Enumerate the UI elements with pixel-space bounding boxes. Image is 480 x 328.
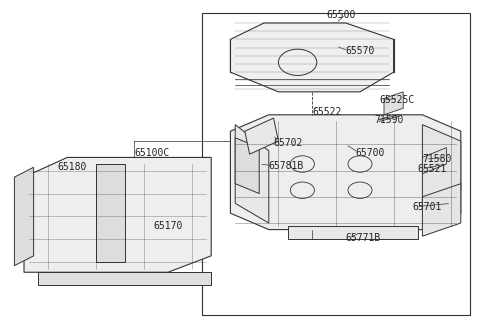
Polygon shape <box>38 272 211 285</box>
Text: 65781B: 65781B <box>269 161 304 171</box>
Text: 65522: 65522 <box>312 107 341 116</box>
Text: 65521: 65521 <box>418 164 447 174</box>
Polygon shape <box>230 115 461 230</box>
Polygon shape <box>230 23 394 92</box>
Text: 71590: 71590 <box>374 115 404 125</box>
Text: 65500: 65500 <box>326 10 356 20</box>
Text: 65180: 65180 <box>58 162 87 172</box>
Polygon shape <box>96 164 125 262</box>
Polygon shape <box>14 167 34 266</box>
Text: 65771B: 65771B <box>346 233 381 243</box>
Text: 65525C: 65525C <box>379 95 414 105</box>
Bar <box>202 13 470 315</box>
Polygon shape <box>24 157 211 272</box>
Polygon shape <box>384 92 403 115</box>
Polygon shape <box>245 118 278 154</box>
Text: 65570: 65570 <box>346 46 375 56</box>
Polygon shape <box>422 148 446 174</box>
Polygon shape <box>288 226 418 239</box>
Polygon shape <box>422 184 461 236</box>
Text: 71580: 71580 <box>422 154 452 164</box>
Text: 65702: 65702 <box>274 138 303 148</box>
Polygon shape <box>422 125 461 207</box>
Text: 65701: 65701 <box>413 202 442 212</box>
Polygon shape <box>235 125 269 223</box>
Text: 65700: 65700 <box>355 148 384 157</box>
Polygon shape <box>235 138 259 194</box>
Text: 65170: 65170 <box>154 221 183 231</box>
Text: 65100C: 65100C <box>134 148 169 157</box>
